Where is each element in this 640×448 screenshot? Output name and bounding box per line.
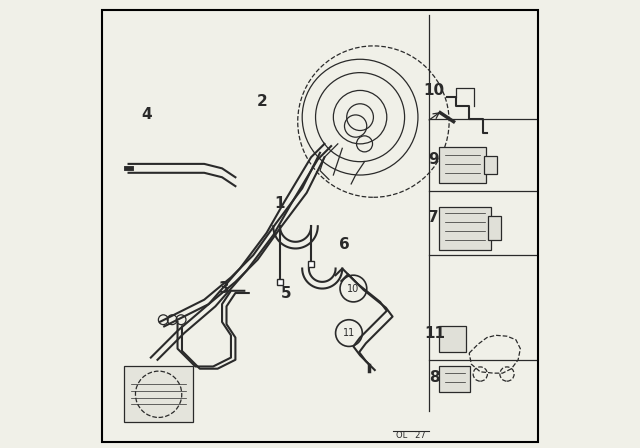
FancyBboxPatch shape [439,147,486,183]
FancyBboxPatch shape [439,207,490,250]
Text: 1: 1 [275,197,285,211]
Text: 10: 10 [423,83,444,98]
Text: 6: 6 [339,237,350,251]
Text: 2: 2 [257,94,268,109]
Text: 8: 8 [429,370,440,385]
FancyBboxPatch shape [439,326,465,352]
Text: 3: 3 [219,281,230,296]
Text: 4: 4 [141,108,152,122]
FancyBboxPatch shape [439,366,470,392]
Text: 7: 7 [428,210,439,225]
Text: 10: 10 [348,284,360,293]
Text: 5: 5 [282,285,292,301]
FancyBboxPatch shape [484,156,497,174]
FancyBboxPatch shape [124,366,193,422]
Text: 11: 11 [343,328,355,338]
Text: OL   27: OL 27 [396,431,426,440]
Text: 9: 9 [428,152,439,167]
FancyBboxPatch shape [488,216,501,241]
Text: 11: 11 [424,326,445,340]
